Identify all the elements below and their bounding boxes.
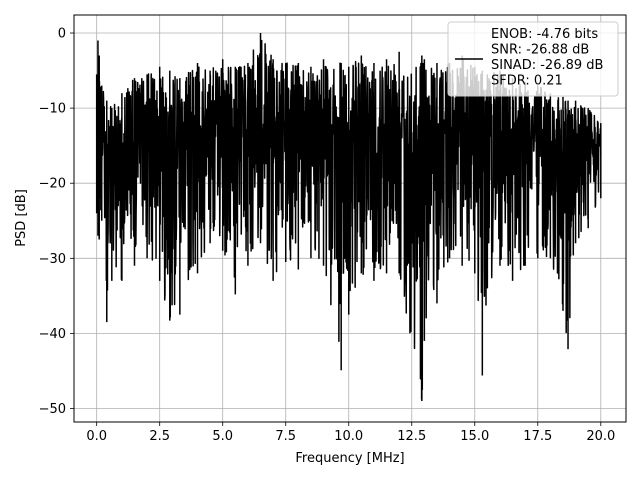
x-tick-label: 10.0 — [334, 429, 363, 444]
x-axis-label: Frequency [MHz] — [295, 451, 404, 466]
legend-line: SNR: -26.88 dB — [491, 43, 589, 58]
x-tick-label: 20.0 — [586, 429, 615, 444]
legend-entry-label: ENOB: -4.76 bits SNR: -26.88 dB SINAD: -26… — [491, 27, 603, 89]
x-tick-label: 12.5 — [397, 429, 426, 444]
legend: ENOB: -4.76 bits SNR: -26.88 dB SINAD: -26… — [447, 21, 619, 97]
legend-line: SINAD: -26.89 dB — [491, 58, 603, 73]
x-tick-label: 2.5 — [149, 429, 170, 444]
plot-area — [95, 33, 602, 401]
y-tick-label: −50 — [39, 402, 66, 417]
y-tick-label: −30 — [39, 252, 66, 267]
y-tick-label: 0 — [58, 27, 66, 42]
x-tick-label: 5.0 — [212, 429, 233, 444]
x-tick-label: 0.0 — [86, 429, 107, 444]
y-tick-label: −10 — [39, 102, 66, 117]
y-tick-label: −40 — [39, 327, 66, 342]
x-tick-label: 15.0 — [460, 429, 489, 444]
x-tick-label: 17.5 — [523, 429, 552, 444]
y-axis-label: PSD [dB] — [14, 189, 29, 247]
x-axis-ticks: 0.0 2.5 5.0 7.5 10.0 12.5 15.0 17.5 20.0 — [86, 422, 615, 444]
legend-line: SFDR: 0.21 — [491, 74, 563, 89]
y-tick-label: −20 — [39, 177, 66, 192]
y-axis-ticks: 0 −10 −20 −30 −40 −50 — [39, 27, 74, 417]
legend-line: ENOB: -4.76 bits — [491, 27, 598, 42]
axes-frame — [73, 14, 627, 423]
psd-series-line — [95, 33, 602, 401]
legend-box — [447, 21, 619, 97]
x-tick-label: 7.5 — [275, 429, 296, 444]
